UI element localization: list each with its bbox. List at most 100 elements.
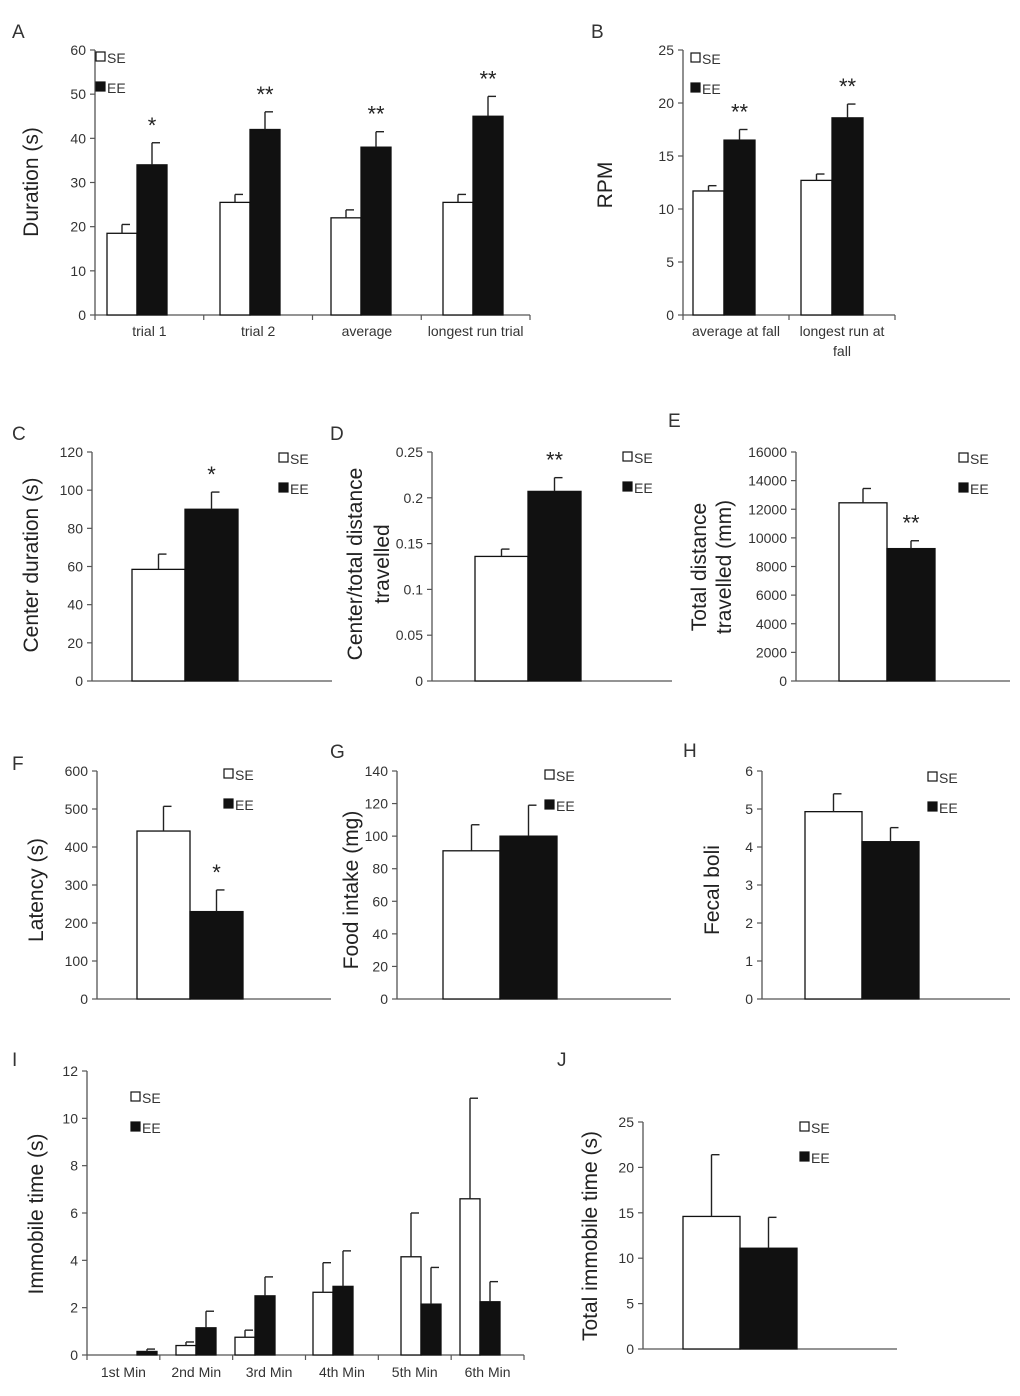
x-tick-label: average (342, 323, 393, 339)
significance-marker: ** (839, 74, 857, 99)
legend-label-ee: EE (634, 480, 653, 496)
bar-se (234, 1336, 256, 1356)
y-tick-label: 6 (70, 1205, 78, 1221)
significance-marker: * (212, 860, 221, 885)
legend-label-se: SE (142, 1090, 161, 1106)
legend-label-ee: EE (939, 800, 958, 816)
bar-se (474, 555, 529, 682)
bar-se (136, 830, 191, 1000)
bar-se (459, 1198, 481, 1356)
y-tick-label: 20 (67, 635, 83, 651)
bar-ee (739, 1247, 798, 1350)
panel-letter: I (12, 1050, 17, 1071)
bar-ee (861, 841, 920, 1000)
legend-label-ee: EE (107, 80, 126, 96)
significance-marker: ** (546, 448, 564, 473)
bar-ee (184, 508, 239, 682)
y-tick-label: 20 (618, 1159, 634, 1175)
y-axis-title: Fecal boli (701, 845, 724, 935)
y-tick-label: 16000 (748, 444, 787, 460)
y-tick-label: 2 (745, 915, 753, 931)
legend-swatch-se (544, 769, 555, 780)
legend-label-se: SE (556, 768, 575, 784)
bar-se (175, 1344, 197, 1356)
y-tick-label: 6000 (756, 587, 787, 603)
significance-marker: * (148, 113, 157, 138)
y-tick-label: 12 (62, 1063, 78, 1079)
bar-ee (499, 835, 558, 1000)
y-tick-label: 600 (65, 763, 89, 779)
y-tick-label: 3 (745, 877, 753, 893)
legend-label-se: SE (702, 51, 721, 67)
y-tick-label: 4 (70, 1252, 78, 1268)
legend-label-ee: EE (142, 1120, 161, 1136)
y-axis-title: Center duration (s) (20, 477, 43, 652)
y-tick-label: 5 (626, 1296, 634, 1312)
y-tick-label: 0 (78, 307, 86, 323)
y-tick-label: 100 (365, 828, 389, 844)
bar-ee (360, 146, 392, 316)
bar-se (330, 217, 362, 316)
y-tick-label: 20 (372, 958, 388, 974)
panel-letter: J (557, 1050, 567, 1071)
y-tick-label: 20 (70, 219, 86, 235)
y-tick-label: 50 (70, 86, 86, 102)
y-tick-label: 60 (67, 559, 83, 575)
bar-ee (420, 1303, 442, 1356)
y-tick-label: 5 (666, 254, 674, 270)
bar-ee (472, 115, 504, 316)
legend-label-ee: EE (556, 798, 575, 814)
legend-swatch-se (223, 768, 234, 779)
x-tick-label: trial 1 (132, 323, 166, 339)
significance-marker: * (207, 462, 216, 487)
y-tick-label: 10 (70, 263, 86, 279)
y-tick-label: 15 (658, 148, 674, 164)
bar-se (106, 232, 138, 316)
y-tick-label: 100 (65, 953, 89, 969)
y-tick-label: 12000 (748, 501, 787, 517)
legend-swatch-se (927, 771, 938, 782)
y-tick-label: 60 (372, 893, 388, 909)
y-tick-label: 0.25 (396, 444, 423, 460)
x-tick-label: 5th Min (392, 1364, 438, 1380)
legend-label-se: SE (290, 451, 309, 467)
y-tick-label: 10 (62, 1110, 78, 1126)
legend-label-se: SE (939, 770, 958, 786)
bar-se (442, 850, 501, 1000)
y-tick-label: 8000 (756, 559, 787, 575)
panel-letter: A (12, 22, 25, 43)
y-tick-label: 0 (626, 1341, 634, 1357)
y-tick-label: 0.1 (404, 581, 424, 597)
panel-letter: B (591, 22, 604, 43)
bar-se (312, 1291, 334, 1356)
x-tick-label: 1st Min (101, 1364, 146, 1380)
panel-letter: H (683, 741, 697, 762)
legend-swatch-ee (690, 82, 701, 93)
y-tick-label: 8 (70, 1158, 78, 1174)
y-tick-label: 0 (80, 991, 88, 1007)
bar-ee (723, 139, 756, 316)
y-axis-title: travelled (mm) (713, 500, 736, 634)
significance-marker: ** (902, 511, 920, 536)
bar-ee (886, 547, 936, 682)
y-tick-label: 0.15 (396, 536, 423, 552)
y-tick-label: 0 (75, 673, 83, 689)
bar-se (131, 568, 186, 682)
legend-label-ee: EE (290, 481, 309, 497)
bar-se (838, 502, 888, 682)
y-tick-label: 80 (372, 861, 388, 877)
x-tick-label: trial 2 (241, 323, 275, 339)
legend-swatch-ee (958, 482, 969, 493)
bar-ee (254, 1295, 276, 1356)
bar-ee (136, 1350, 158, 1356)
bar-ee (189, 910, 244, 1000)
y-tick-label: 4 (745, 839, 753, 855)
bar-ee (332, 1285, 354, 1356)
significance-marker: ** (731, 100, 749, 125)
